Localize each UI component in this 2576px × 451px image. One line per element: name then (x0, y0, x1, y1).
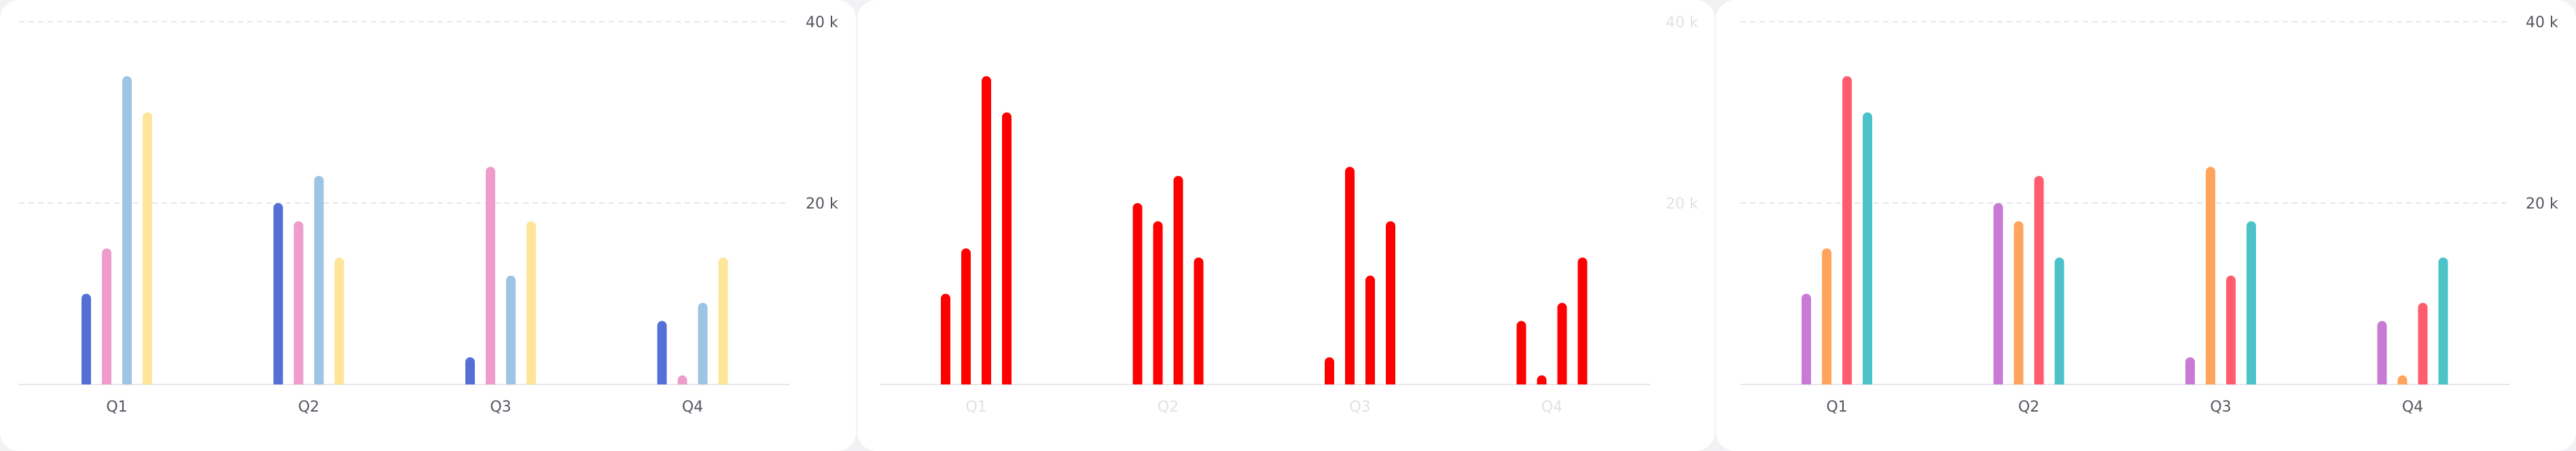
y-tick-label: 20 k (2526, 196, 2558, 213)
bar (1863, 112, 1872, 385)
bar (1153, 221, 1163, 384)
bar (2185, 357, 2195, 384)
bar (526, 221, 537, 384)
x-tick-label: Q4 (1541, 399, 1562, 416)
bar (1173, 175, 1183, 384)
bar (1325, 357, 1334, 384)
x-tick-label: Q2 (1158, 399, 1179, 416)
bar (1822, 248, 1831, 384)
y-tick-label: 40 k (806, 14, 838, 31)
bar (2438, 257, 2448, 384)
bar (2397, 375, 2408, 384)
bar (657, 321, 667, 384)
chart-panel-3: 20 k 40 k Q1 Q2 Q3 Q4 (1716, 0, 2576, 451)
bar (293, 221, 304, 384)
bar (273, 203, 283, 384)
bar (1194, 257, 1204, 384)
x-tick-label: Q1 (106, 399, 127, 416)
bar (982, 76, 991, 384)
bar (1993, 203, 2003, 384)
bar (506, 275, 516, 384)
x-tick-label: Q4 (682, 399, 703, 416)
y-tick-label: 20 k (806, 196, 838, 213)
bar (1577, 257, 1588, 384)
bar (1516, 321, 1526, 384)
bar (941, 293, 950, 384)
bar-chart-2: 20 k 40 k Q1 Q2 Q3 Q4 (880, 14, 1698, 416)
bar (143, 112, 152, 384)
bar (1002, 112, 1012, 385)
bar (1132, 203, 1143, 384)
bar (2377, 321, 2387, 384)
bar-chart-3: 20 k 40 k Q1 Q2 Q3 Q4 (1740, 14, 2558, 416)
bar (465, 357, 475, 384)
bar (334, 257, 344, 384)
chart-panel-2: 20 k 40 k Q1 Q2 Q3 Q4 (857, 0, 1715, 451)
bar (1842, 76, 1852, 384)
bar (718, 257, 728, 384)
x-tick-label: Q1 (965, 399, 986, 416)
bar (1345, 166, 1355, 384)
bar (486, 166, 495, 384)
bar (2206, 166, 2215, 384)
bar (2247, 221, 2256, 384)
bar (2014, 221, 2024, 384)
bar (2418, 302, 2428, 384)
bar (1365, 275, 1375, 384)
bar (1537, 375, 1547, 384)
bar (2226, 275, 2236, 384)
x-tick-label: Q2 (298, 399, 319, 416)
bar (314, 175, 324, 384)
x-tick-label: Q2 (2018, 399, 2039, 416)
bar (1802, 293, 1811, 384)
bar (122, 76, 132, 384)
bar (961, 248, 971, 384)
bar (698, 302, 708, 384)
x-tick-label: Q1 (1826, 399, 1847, 416)
x-tick-label: Q3 (2210, 399, 2231, 416)
bar (82, 293, 91, 384)
bar-chart-1: 20 k 40 k Q1 Q2 Q3 Q4 (19, 14, 838, 416)
bar (102, 248, 111, 384)
y-tick-label: 20 k (1666, 196, 1698, 213)
bar (1557, 302, 1567, 384)
y-tick-label: 40 k (2526, 14, 2558, 31)
y-tick-label: 40 k (1666, 14, 1698, 31)
bar (1386, 221, 1395, 384)
bar (2034, 175, 2044, 384)
x-tick-label: Q4 (2402, 399, 2423, 416)
x-tick-label: Q3 (1349, 399, 1370, 416)
chart-panel-1: 20 k 40 k Q1 Q2 Q3 Q4 (0, 0, 856, 451)
bar (2054, 257, 2064, 384)
x-tick-label: Q3 (490, 399, 511, 416)
bar (677, 375, 687, 384)
